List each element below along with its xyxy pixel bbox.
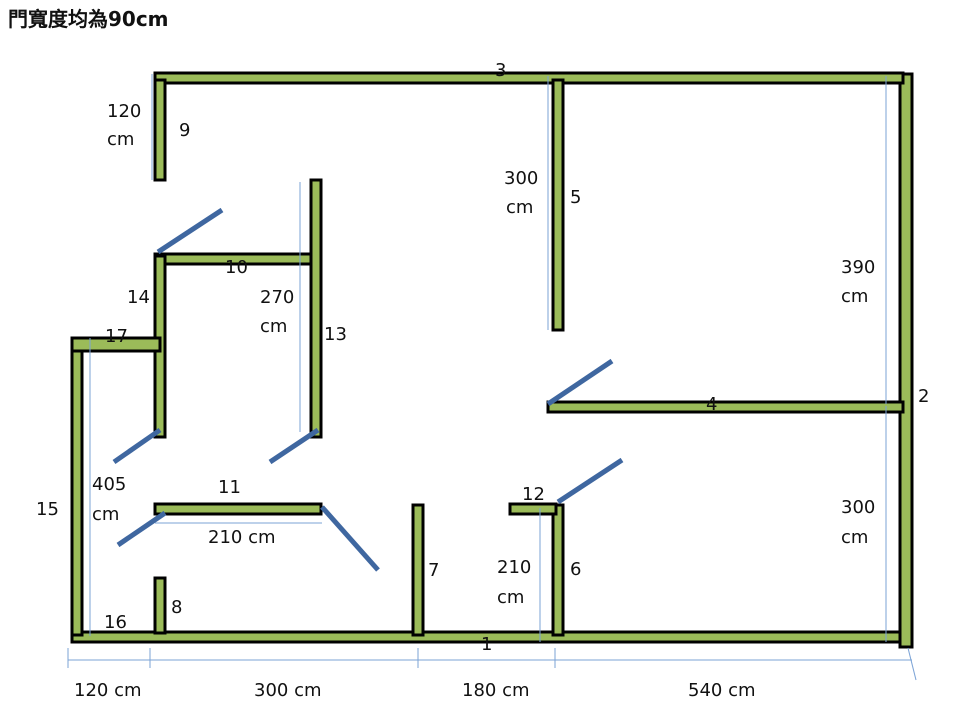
wall-label-12: 12 — [522, 484, 545, 505]
wall-13 — [309, 178, 323, 439]
dimension-label-210-horizontal: 210 cm — [208, 527, 276, 548]
wall-label-1: 1 — [481, 634, 492, 655]
wall-12 — [508, 502, 558, 516]
door-swing-room-4 — [546, 358, 614, 407]
wall-label-13: 13 — [324, 324, 347, 345]
wall-label-15: 15 — [36, 499, 59, 520]
wall-label-16: 16 — [104, 612, 127, 633]
dimension-label-270-unit: cm — [260, 316, 287, 337]
wall-label-14: 14 — [127, 287, 150, 308]
wall-label-17: 17 — [105, 326, 128, 347]
dimension-label-120-value: 120 — [107, 101, 141, 122]
dimension-label-390-unit: cm — [841, 286, 868, 307]
dimension-labels: 120 cm 300 cm 390 cm 270 cm 405 cm 300 c… — [74, 101, 875, 701]
wall-label-3: 3 — [495, 60, 506, 81]
wall-label-6: 6 — [570, 559, 581, 580]
wall-8 — [153, 576, 167, 635]
wall-2 — [898, 72, 914, 649]
wall-label-5: 5 — [570, 187, 581, 208]
title-note: 門寬度均為90cm — [8, 7, 169, 31]
wall-label-7: 7 — [428, 560, 439, 581]
door-swing-left-room — [112, 427, 162, 465]
dimension-label-bottom-540: 540 cm — [688, 680, 756, 701]
door-swing-lower-left — [116, 510, 167, 548]
doors — [112, 207, 624, 572]
wall-labels: 1 2 3 4 5 6 7 8 9 10 11 12 13 14 15 16 1… — [36, 60, 929, 655]
dimension-label-405-value: 405 — [92, 474, 126, 495]
dimension-label-210-vertical-value: 210 — [497, 557, 531, 578]
dimension-label-270-value: 270 — [260, 287, 294, 308]
wall-15 — [70, 336, 84, 637]
wall-5 — [551, 78, 565, 332]
door-swing-upper-left — [156, 207, 224, 255]
door-swing-room-11 — [320, 505, 380, 572]
dimension-label-405-unit: cm — [92, 504, 119, 525]
walls — [70, 71, 914, 649]
wall-label-2: 2 — [918, 386, 929, 407]
wall-label-11: 11 — [218, 477, 241, 498]
wall-17 — [70, 336, 162, 353]
wall-11 — [153, 502, 323, 516]
dimension-label-bottom-120: 120 cm — [74, 680, 142, 701]
wall-4 — [546, 400, 905, 414]
dimension-tick — [907, 647, 917, 681]
wall-label-9: 9 — [179, 120, 190, 141]
dimension-label-300-right-value: 300 — [841, 497, 875, 518]
wall-9 — [153, 78, 167, 182]
dimension-label-300-unit: cm — [506, 197, 533, 218]
wall-3 — [153, 71, 905, 85]
dimension-label-bottom-300: 300 cm — [254, 680, 322, 701]
dimension-label-300-right-unit: cm — [841, 527, 868, 548]
door-swing-center-room — [268, 427, 320, 465]
dimension-label-390-value: 390 — [841, 257, 875, 278]
dimension-label-120-unit: cm — [107, 129, 134, 150]
wall-label-8: 8 — [171, 597, 182, 618]
dimension-label-300-value: 300 — [504, 168, 538, 189]
door-swing-room-6 — [556, 457, 624, 505]
dimension-label-bottom-180: 180 cm — [462, 680, 530, 701]
wall-7 — [411, 503, 425, 637]
wall-label-4: 4 — [706, 394, 717, 415]
dimension-lines — [67, 74, 917, 681]
dimension-label-210-vertical-unit: cm — [497, 587, 524, 608]
wall-label-10: 10 — [225, 257, 248, 278]
wall-6 — [551, 503, 565, 637]
